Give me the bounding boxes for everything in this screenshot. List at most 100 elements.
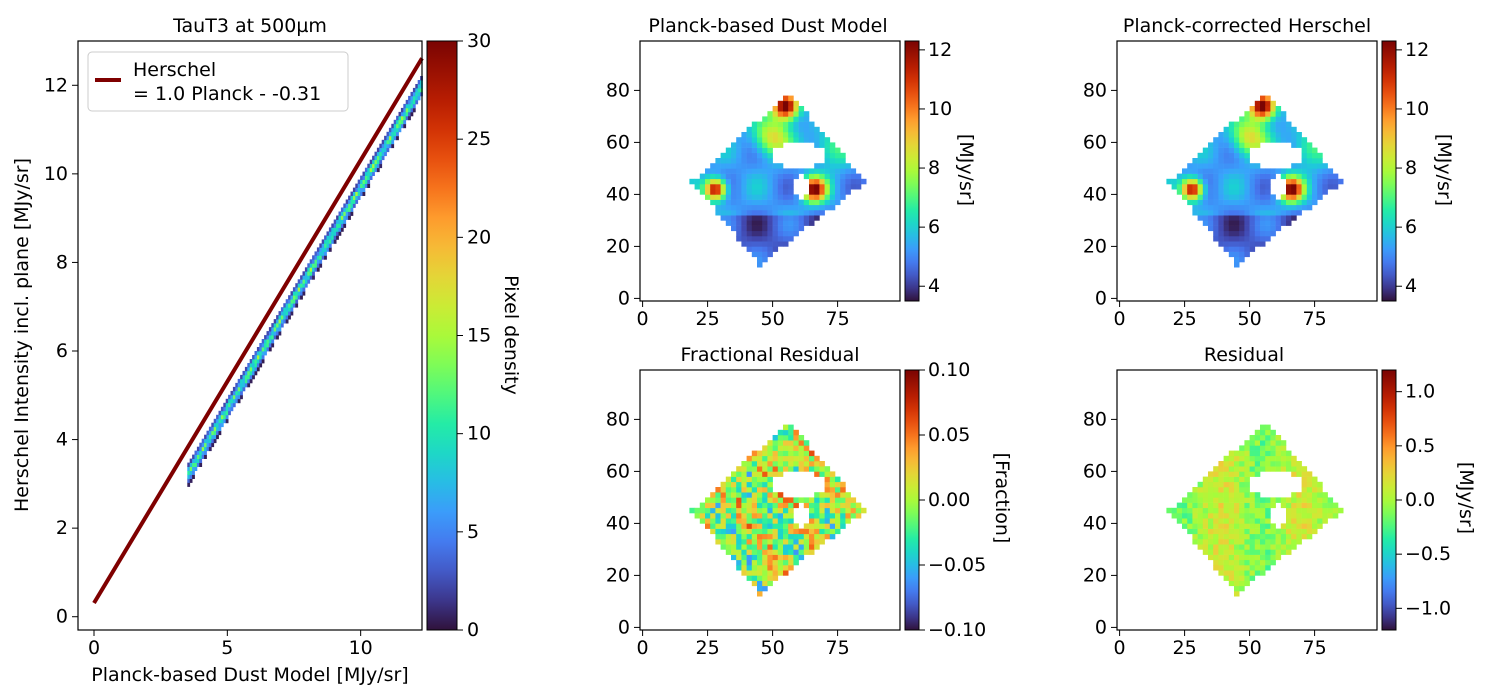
map-pixel (803, 194, 810, 200)
map-pixel (1218, 492, 1224, 498)
density-cell (268, 347, 272, 352)
density-cell (237, 398, 241, 404)
map-pixel (1239, 251, 1245, 258)
density-cell (235, 390, 239, 396)
map-pixel (751, 497, 758, 503)
map-pixel (767, 178, 773, 185)
map-pixel (840, 492, 846, 498)
map-pixel (777, 528, 784, 535)
density-cell (312, 259, 315, 264)
map-pixel (1301, 492, 1308, 498)
map-pixel (1317, 497, 1323, 503)
map-pixel (762, 184, 768, 190)
map-pixel (1265, 204, 1271, 211)
map-pixel (1176, 513, 1183, 519)
map-pixel (1306, 502, 1313, 509)
map-pixel (720, 199, 727, 206)
map-pixel (1208, 168, 1214, 174)
map-pixel (1197, 523, 1204, 529)
map-pixel (1249, 194, 1256, 200)
density-cell (321, 239, 325, 244)
map-pixel (1192, 158, 1198, 164)
map-pixel (746, 132, 753, 138)
map-pixel (1291, 189, 1297, 195)
map-pixel (1223, 507, 1230, 514)
map-pixel (1270, 445, 1276, 451)
map-pixel (1265, 528, 1271, 535)
map-pixel (772, 184, 779, 190)
map-pixel (798, 445, 805, 451)
map-pixel (1286, 210, 1292, 216)
density-cell (208, 442, 212, 448)
map-pixel (1260, 210, 1266, 216)
map-pixel (1234, 487, 1240, 493)
map-pixel (1265, 111, 1271, 117)
map-pixel (1187, 513, 1193, 519)
map-pixel (1213, 507, 1219, 514)
density-cell (350, 195, 354, 200)
density-cell (384, 135, 387, 141)
map-pixel (1239, 184, 1245, 190)
map-pixel (1213, 492, 1219, 498)
density-cell (398, 127, 402, 133)
map-pixel (741, 184, 747, 190)
map-pixel (772, 450, 779, 457)
map-pixel (736, 559, 742, 566)
map-pixel (1275, 168, 1282, 174)
map-pixel (741, 487, 747, 493)
map-pixel (829, 173, 836, 180)
map-pixel (1218, 565, 1224, 571)
density-cell (326, 235, 330, 240)
map-pixel (746, 481, 753, 488)
map-pixel (1301, 137, 1308, 143)
density-cell (415, 99, 419, 105)
map-pixel (803, 204, 810, 211)
map-pixel (1223, 544, 1230, 550)
map-pixel (788, 533, 794, 540)
map-pixel (1218, 142, 1224, 148)
density-cell (216, 414, 219, 420)
map-pixel (1254, 461, 1261, 467)
map-pixel (710, 194, 716, 200)
map-pixel (720, 502, 727, 509)
map-pixel (809, 455, 815, 462)
map-pixel (1254, 565, 1261, 571)
map-pixel (772, 194, 779, 200)
map-pixel (1275, 445, 1282, 451)
density-cell (398, 119, 402, 125)
map-pixel (788, 429, 794, 436)
map-pixel (1223, 225, 1230, 232)
map-pixel (1270, 523, 1276, 529)
map-pixel (1202, 518, 1209, 524)
density-cell (376, 159, 380, 165)
map-pixel (1187, 492, 1193, 498)
density-cell (309, 275, 313, 280)
map-pixel (1317, 184, 1323, 190)
map-pixel (1218, 230, 1224, 237)
map-pixel (803, 450, 810, 457)
map-pixel (1223, 137, 1230, 143)
map-pixel (1280, 168, 1287, 174)
map-pixel (731, 497, 737, 503)
map-pixel (1223, 502, 1230, 509)
map-pixel (824, 476, 831, 483)
map-pixel (1218, 554, 1224, 561)
map-pixel (1312, 497, 1318, 503)
map-pixel (1202, 544, 1209, 550)
map-pixel (845, 168, 851, 174)
map-pixel (783, 132, 789, 138)
map-pixel (1244, 497, 1250, 503)
map-pixel (1228, 544, 1235, 550)
map-pixel (809, 528, 815, 535)
map-pixel (777, 466, 784, 472)
map-pixel (1234, 492, 1240, 498)
map-pixel (1254, 513, 1261, 519)
density-cell (328, 247, 332, 252)
map-pixel (793, 497, 799, 503)
map-pixel (720, 487, 727, 493)
density-cell (326, 239, 330, 244)
map-pixel (1239, 455, 1245, 462)
map-pixel (819, 163, 825, 169)
density-cell (412, 107, 416, 113)
